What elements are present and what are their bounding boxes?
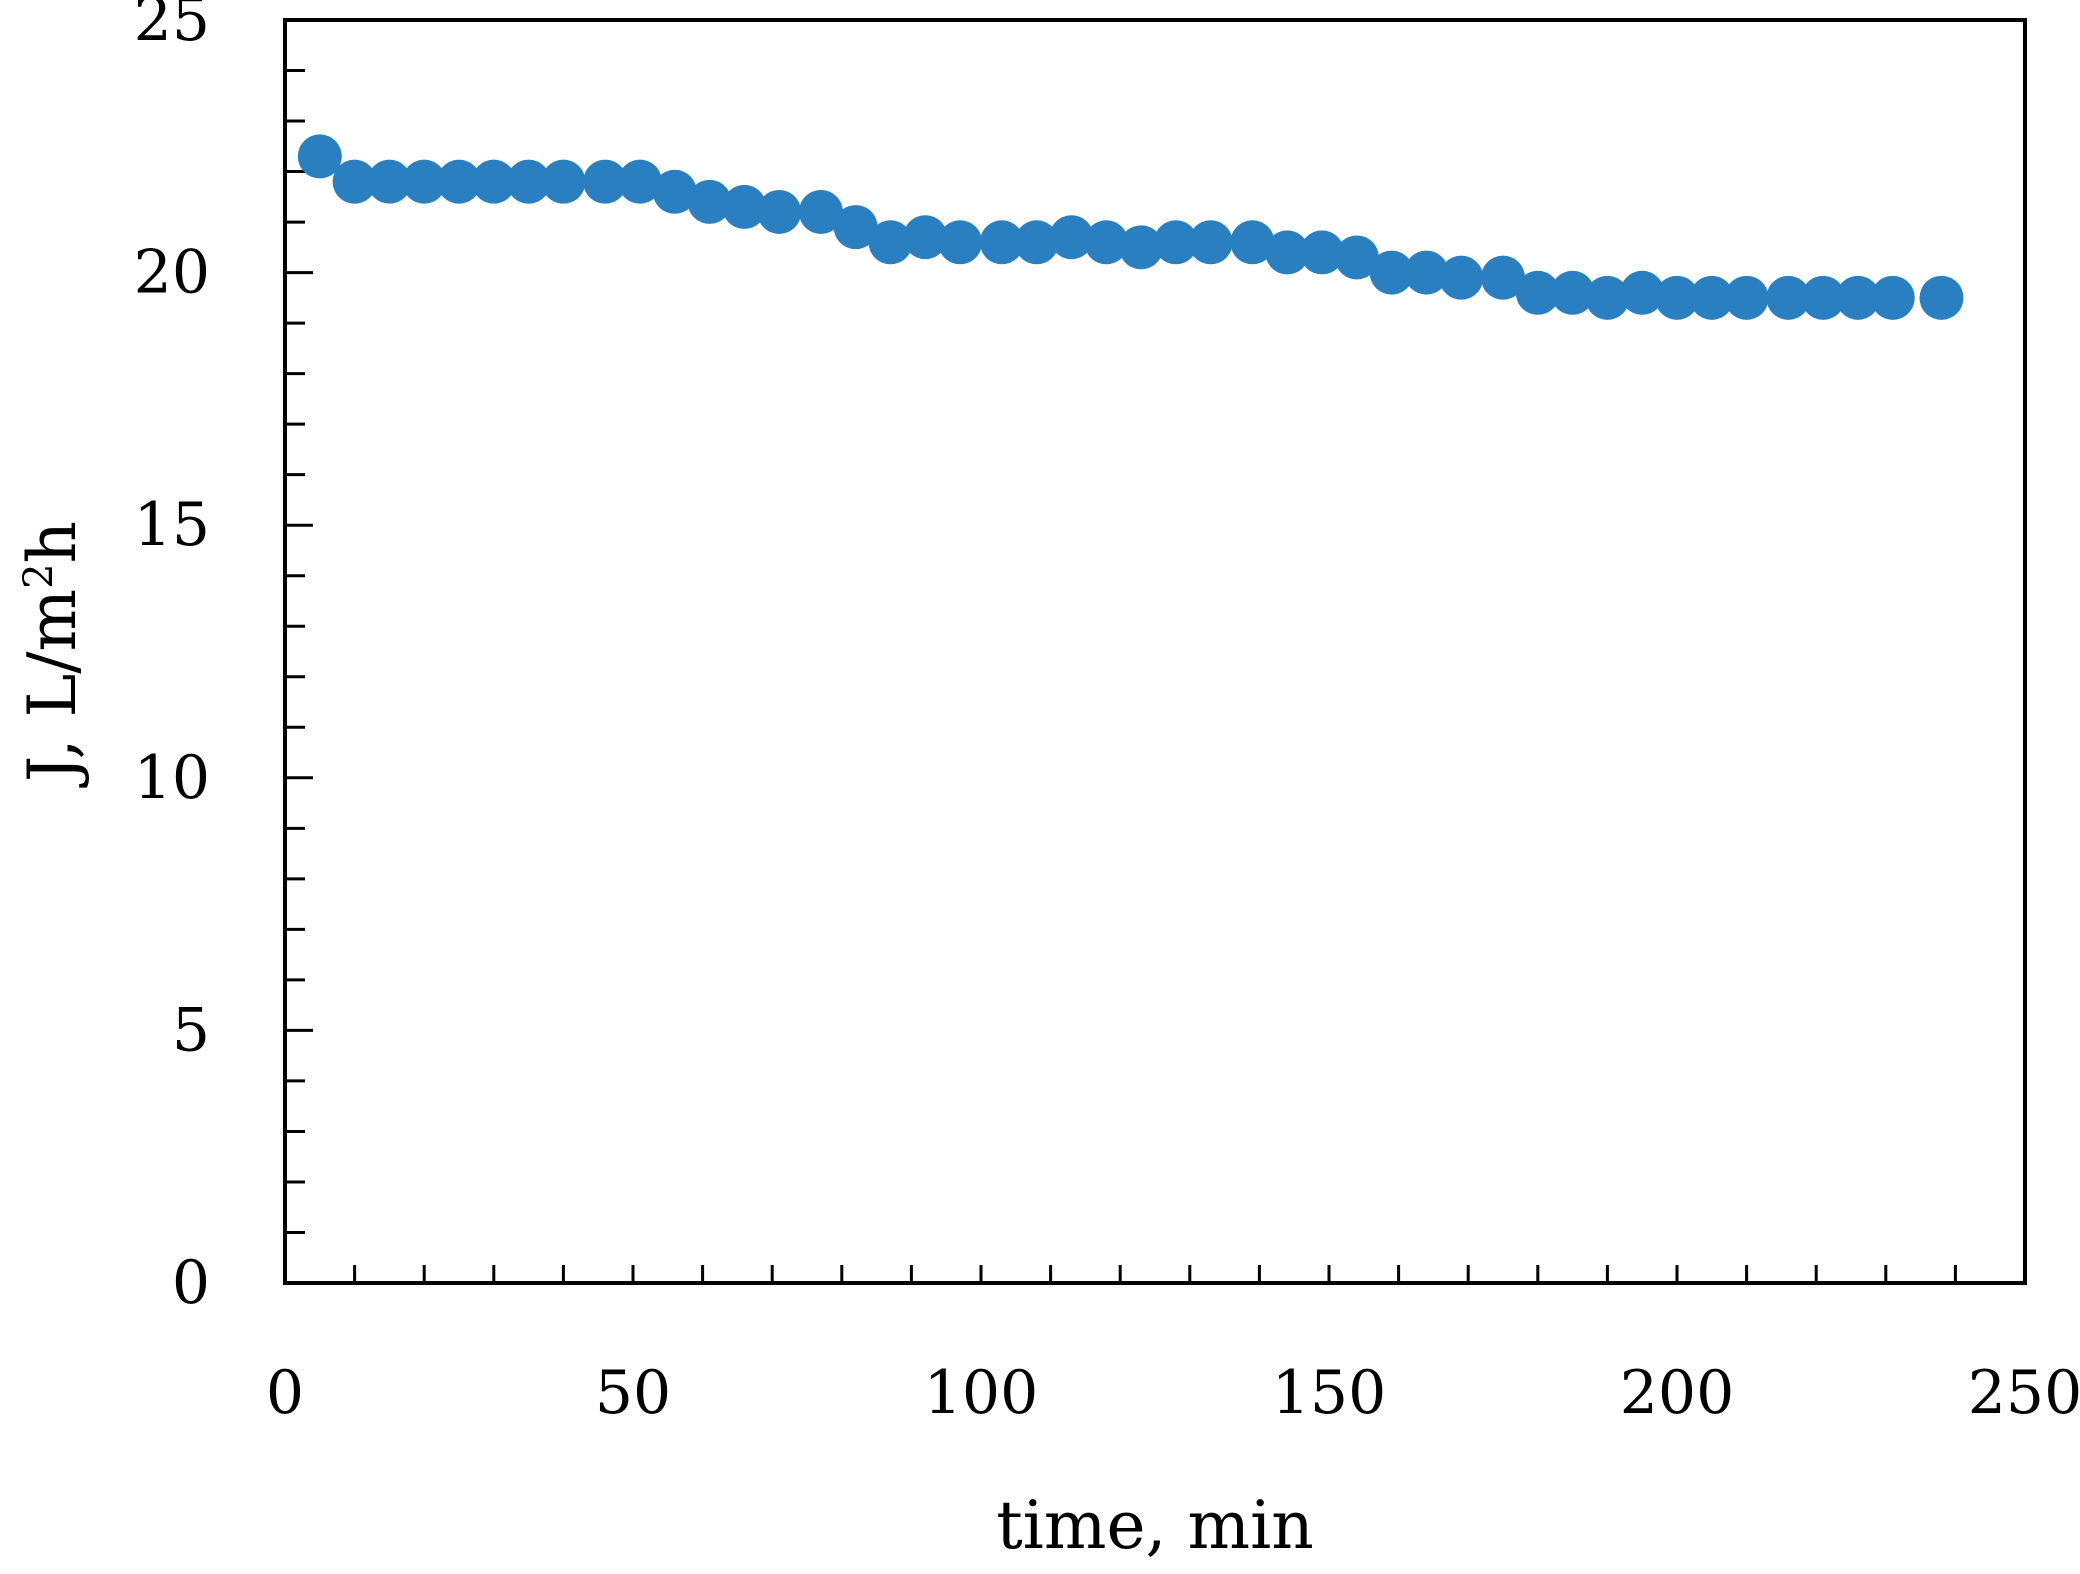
x-tick-label: 200: [1620, 1358, 1735, 1428]
y-axis-title-unit: h: [14, 521, 91, 564]
data-point: [979, 220, 1024, 265]
data-point: [1835, 275, 1880, 320]
axis-ticks: [285, 69, 1957, 1283]
data-point: [1919, 275, 1964, 320]
data-point: [437, 159, 481, 204]
data-point: [1049, 215, 1094, 260]
y-tick-label: 5: [172, 995, 210, 1065]
data-point: [1014, 220, 1059, 265]
data-point: [687, 179, 732, 224]
data-point: [583, 159, 628, 204]
x-tick-label: 0: [266, 1358, 304, 1428]
data-point: [903, 215, 948, 260]
y-axis-title-main: J, L/m: [14, 589, 91, 788]
y-tick-label: 20: [134, 238, 210, 308]
data-point: [1550, 270, 1595, 315]
y-tick-label: 25: [134, 0, 210, 55]
data-point: [1801, 275, 1846, 320]
y-tick-label: 10: [134, 743, 210, 813]
data-point: [1230, 220, 1275, 265]
plot-frame: [283, 18, 2027, 1285]
data-point: [297, 134, 342, 179]
data-point: [506, 159, 551, 204]
x-axis-title: time, min: [996, 1487, 1313, 1564]
data-point: [938, 220, 983, 265]
data-point: [1300, 230, 1345, 275]
data-point: [1620, 270, 1665, 315]
data-point: [722, 184, 767, 229]
x-tick-label: 250: [1968, 1358, 2080, 1428]
data-point: [1119, 225, 1164, 270]
data-point: [471, 159, 516, 204]
data-point: [617, 159, 662, 204]
y-axis-title: J, L/m2h: [14, 521, 91, 788]
data-point: [757, 189, 802, 234]
data-point: [1585, 275, 1630, 320]
data-point: [541, 159, 586, 204]
data-point: [1334, 235, 1379, 280]
data-point: [833, 205, 878, 250]
y-tick-label: 15: [134, 490, 210, 560]
data-point: [1655, 275, 1699, 320]
data-point: [868, 220, 913, 265]
data-point: [402, 159, 447, 204]
data-point: [1084, 220, 1129, 265]
data-point: [1265, 230, 1310, 275]
data-points: [297, 134, 1964, 320]
data-point: [798, 189, 843, 234]
data-point: [1515, 270, 1560, 315]
tick-labels: 0 50 100 150 200 250 0 5 10 15 20 25: [134, 0, 2080, 1428]
data-point: [1153, 220, 1198, 265]
x-tick-label: 100: [924, 1358, 1039, 1428]
data-point: [1481, 255, 1525, 300]
data-point: [1689, 275, 1734, 320]
x-tick-label: 150: [1272, 1358, 1387, 1428]
y-tick-label: 0: [172, 1248, 210, 1318]
data-point: [1369, 250, 1414, 295]
y-axis-title-superscript: 2: [16, 563, 62, 588]
data-point: [1724, 275, 1769, 320]
data-point: [652, 169, 697, 214]
data-point: [1766, 275, 1811, 320]
data-point: [1870, 275, 1915, 320]
data-point: [332, 159, 377, 204]
data-point: [1404, 250, 1449, 295]
data-point: [1439, 255, 1484, 300]
x-tick-label: 50: [595, 1358, 671, 1428]
data-point: [367, 159, 412, 204]
data-point: [1188, 220, 1233, 265]
